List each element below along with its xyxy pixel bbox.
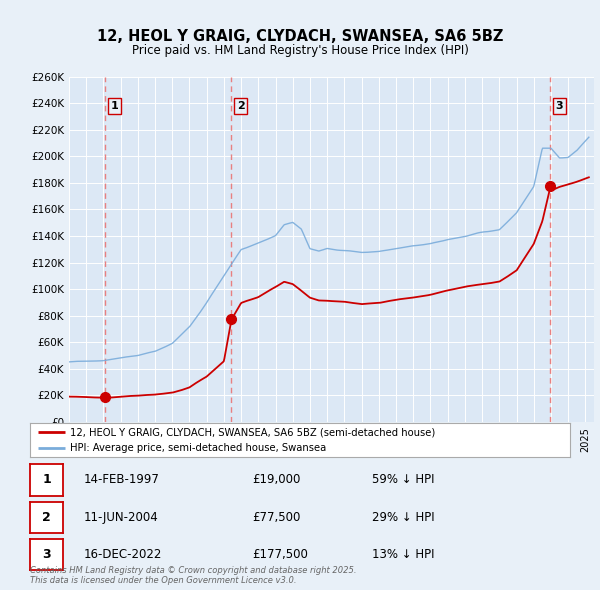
Text: 59% ↓ HPI: 59% ↓ HPI: [372, 473, 434, 487]
Text: 16-DEC-2022: 16-DEC-2022: [84, 548, 163, 561]
Text: 29% ↓ HPI: 29% ↓ HPI: [372, 510, 434, 524]
Text: Contains HM Land Registry data © Crown copyright and database right 2025.
This d: Contains HM Land Registry data © Crown c…: [30, 566, 356, 585]
Text: 13% ↓ HPI: 13% ↓ HPI: [372, 548, 434, 561]
Text: 14-FEB-1997: 14-FEB-1997: [84, 473, 160, 487]
Text: 2: 2: [236, 101, 244, 111]
Text: £19,000: £19,000: [252, 473, 301, 487]
Text: 2: 2: [42, 510, 51, 524]
Text: 12, HEOL Y GRAIG, CLYDACH, SWANSEA, SA6 5BZ (semi-detached house): 12, HEOL Y GRAIG, CLYDACH, SWANSEA, SA6 …: [71, 427, 436, 437]
Text: 1: 1: [42, 473, 51, 487]
Text: Price paid vs. HM Land Registry's House Price Index (HPI): Price paid vs. HM Land Registry's House …: [131, 44, 469, 57]
Text: HPI: Average price, semi-detached house, Swansea: HPI: Average price, semi-detached house,…: [71, 443, 327, 453]
Text: 3: 3: [556, 101, 563, 111]
Text: 3: 3: [42, 548, 51, 561]
Text: 12, HEOL Y GRAIG, CLYDACH, SWANSEA, SA6 5BZ: 12, HEOL Y GRAIG, CLYDACH, SWANSEA, SA6 …: [97, 29, 503, 44]
Text: 1: 1: [110, 101, 118, 111]
Text: £77,500: £77,500: [252, 510, 301, 524]
Text: £177,500: £177,500: [252, 548, 308, 561]
Text: 11-JUN-2004: 11-JUN-2004: [84, 510, 159, 524]
